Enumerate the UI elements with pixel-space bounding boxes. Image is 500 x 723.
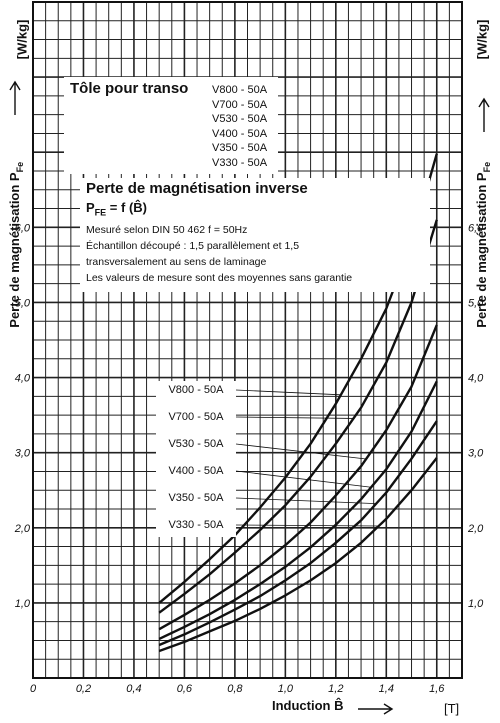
x-axis-unit-text: [T] [444,701,460,716]
x-tick-label: 0,2 [76,683,91,695]
x-tick-label: 0,8 [227,683,243,695]
info-line-2: Échantillon découpé : 1,5 parallèlement … [86,240,300,252]
series-line-2 [158,324,438,631]
leader-line-3 [235,470,372,488]
y-axis-label-right: Perte de magnétisation PFe [474,155,492,335]
y-axis-label-text: Perte de magnétisation P [7,172,23,328]
curves [158,153,438,653]
y-axis-unit-left: [W/kg] [15,10,30,70]
leader-lines [235,389,379,527]
y-axis-arrow-left [9,80,21,115]
legend-entry: V400 - 50A [168,465,224,477]
series-line-1 [158,219,438,614]
x-axis-label: Induction B̂ [272,698,344,713]
y-tick-label-right: 4,0 [468,373,484,385]
x-axis-arrow [358,703,394,715]
sheet-grades-list: V800 - 50A V700 - 50A V530 - 50A V400 - … [212,83,282,171]
y-axis-arrow-right [478,97,490,132]
leader-line-5 [235,524,379,527]
grade-item: V400 - 50A [212,127,268,140]
grade-item: V330 - 50A [212,156,268,169]
x-tick-label: 0,4 [126,683,141,695]
y-tick-label-right: 5,0 [468,297,484,309]
y-tick-label-left: 2,0 [14,523,31,535]
leader-line-2 [235,443,367,460]
grade-item: V350 - 50A [212,142,268,155]
y-unit-text-right: [W/kg] [474,19,490,60]
info-formula: PFE = f (B̂) [86,200,147,218]
y-tick-label-right: 3,0 [468,448,484,460]
y-tick-label-left: 4,0 [15,373,31,385]
y-axis-label-text-right: Perte de magnétisation P [474,172,490,328]
info-line-3: transversalement au sens de laminage [86,256,267,268]
x-tick-label: 1,4 [379,683,394,695]
curve-legend: V800 - 50A V700 - 50A V530 - 50A V400 - … [156,381,236,537]
leader-line-1 [235,416,354,419]
series-line-0 [158,153,438,604]
x-tick-label: 1,0 [278,683,294,695]
formula-rest: = f (B̂) [106,200,147,215]
grade-item: V800 - 50A [212,84,268,96]
x-tick-label: 1,2 [328,683,343,695]
sheet-grades-box: Tôle pour transo V800 - 50A V700 - 50A V… [64,77,278,174]
measurement-info-box: Perte de magnétisation inverse PFE = f (… [80,178,430,292]
formula-p: P [86,200,95,215]
info-line-4: Les valeurs de mesure sont des moyennes … [86,272,353,284]
series-line-4 [158,420,438,647]
grade-item: V530 - 50A [212,113,268,126]
y-unit-text-left: [W/kg] [14,19,30,60]
y-tick-label-left: 5,0 [15,297,31,309]
legend-entry: V350 - 50A [168,492,224,504]
legend-entry: V530 - 50A [168,438,224,450]
legend-entry: V800 - 50A [168,384,224,396]
grade-item: V700 - 50A [212,98,268,111]
tick-labels: 0 0,2 0,4 0,6 0,8 1,0 1,2 1,4 1,6 1,0 1,0 2,0 2,0 3,0… [14,222,484,695]
info-title: Perte de magnétisation inverse [86,180,308,197]
x-tick-label: 0,6 [177,683,193,695]
formula-sub: FE [94,207,107,218]
series-line-5 [158,457,438,653]
y-tick-label-left: 6,0 [15,222,31,234]
y-tick-label-right: 6,0 [468,222,484,234]
y-tick-label-left: 3,0 [15,448,31,460]
info-line-1: Mesuré selon DIN 50 462 f = 50Hz [86,224,248,236]
x-tick-label: 1,6 [429,683,445,695]
sheet-grades-title: Tôle pour transo [70,80,189,97]
x-axis-unit: [T] [444,701,459,716]
y-axis-label-left: Perte de magnétisation PFe [7,155,25,335]
plot-frame [32,1,463,679]
leader-line-0 [235,389,341,396]
leader-line-4 [235,497,377,504]
x-tick-label: 0 [30,683,37,695]
axes-decor [9,80,490,715]
y-tick-label-left: 1,0 [15,598,31,610]
x-axis-label-text: Induction B̂ [272,698,344,713]
y-axis-label-sub: Fe [14,161,25,173]
legend-entry: V700 - 50A [168,411,224,423]
legend-entry: V330 - 50A [168,519,224,531]
series-line-3 [158,380,438,640]
y-tick-label-right: 2,0 [467,523,484,535]
y-axis-label-sub-right: Fe [481,161,492,173]
y-tick-label-right: 1,0 [468,598,484,610]
y-axis-unit-right: [W/kg] [475,10,490,70]
